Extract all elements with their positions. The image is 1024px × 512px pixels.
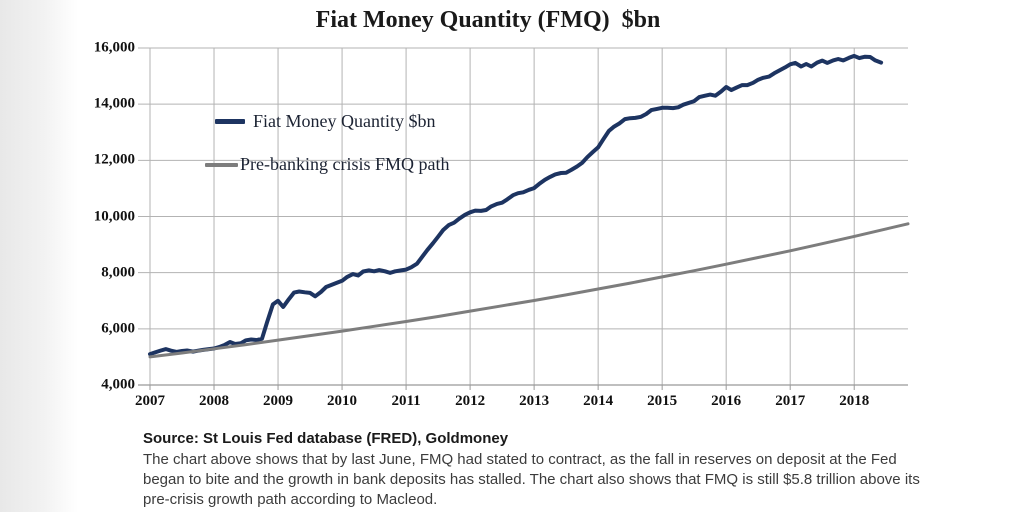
- legend-label-fmq: Fiat Money Quantity $bn: [253, 111, 436, 131]
- x-tick-label: 2017: [775, 393, 806, 409]
- legend-item-fmq: Fiat Money Quantity $bn: [215, 111, 436, 132]
- y-tick-label: 8,000: [101, 264, 135, 281]
- x-tick-label: 2011: [391, 393, 421, 409]
- y-tick-label: 4,000: [101, 376, 135, 393]
- fmq-series-line: [148, 53, 884, 357]
- chart-title: Fiat Money Quantity (FMQ) $bn: [315, 7, 661, 33]
- source-note: Source: St Louis Fed database (FRED), Go…: [143, 430, 509, 447]
- x-tick-label: 2010: [327, 393, 358, 409]
- x-tick-label: 2018: [839, 393, 870, 409]
- left-shade-gradient: [0, 0, 78, 512]
- x-tick-label: 2013: [519, 393, 550, 409]
- x-tick-label: 2008: [199, 393, 230, 409]
- y-tick-label: 6,000: [101, 320, 135, 337]
- x-tick-label: 2007: [135, 393, 165, 409]
- y-tick-label: 16,000: [93, 39, 135, 56]
- precrisis-series-line: [148, 222, 910, 359]
- y-tick-label: 12,000: [93, 151, 135, 168]
- y-tick-label: 10,000: [93, 208, 135, 224]
- precrisis-line-swatch: [205, 162, 238, 167]
- legend-item-precrisis: Pre-banking crisis FMQ path: [205, 154, 449, 175]
- caption-text: The chart above shows that by last June,…: [143, 451, 920, 508]
- x-tick-label: 2016: [711, 393, 742, 409]
- y-tick-label: 14,000: [93, 95, 135, 112]
- x-tick-label: 2015: [647, 393, 678, 409]
- fmq-line-swatch: [215, 119, 245, 124]
- x-tick-label: 2012: [455, 393, 486, 409]
- legend-label-precrisis: Pre-banking crisis FMQ path: [240, 154, 450, 174]
- x-tick-label: 2009: [263, 393, 294, 409]
- x-tick-label: 2014: [583, 393, 614, 409]
